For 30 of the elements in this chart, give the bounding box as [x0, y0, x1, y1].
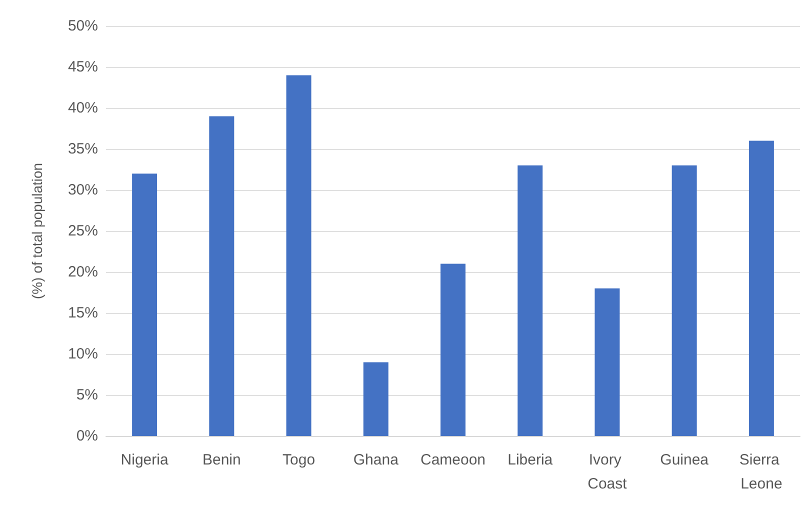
- bar: [363, 362, 388, 436]
- bar: [286, 75, 312, 436]
- x-tick-label: Sierra Leone: [739, 452, 784, 492]
- bar: [209, 116, 234, 436]
- bar: [518, 165, 543, 436]
- bar: [672, 165, 697, 436]
- y-tick-label: 0%: [76, 428, 98, 444]
- bar: [594, 288, 620, 436]
- y-tick-label: 45%: [68, 58, 98, 76]
- x-tick-label: Togo: [282, 452, 316, 468]
- y-tick-label: 50%: [68, 18, 98, 34]
- y-axis-title: (%) of total population: [29, 162, 45, 300]
- y-tick-label: 5%: [76, 386, 98, 404]
- y-tick-label: 35%: [68, 140, 98, 158]
- x-tick-label: Ghana: [353, 452, 400, 468]
- y-tick-label: 25%: [68, 222, 98, 240]
- y-tick-label: 30%: [68, 182, 98, 198]
- x-tick-label: Benin: [202, 452, 241, 468]
- y-tick-label: 15%: [68, 304, 98, 322]
- y-tick-label: 20%: [68, 264, 98, 280]
- bar: [748, 140, 774, 436]
- x-tick-label: Guinea: [660, 452, 710, 468]
- x-tick-label: Cameoon: [420, 452, 486, 468]
- x-tick-label: Nigeria: [120, 452, 169, 468]
- bar: [132, 174, 158, 436]
- x-tick-label: Ivory Coast: [588, 452, 628, 492]
- y-tick-label: 40%: [68, 100, 98, 116]
- x-tick-label: Liberia: [508, 452, 554, 468]
- y-tick-label: 10%: [68, 346, 98, 362]
- bar: [440, 264, 466, 436]
